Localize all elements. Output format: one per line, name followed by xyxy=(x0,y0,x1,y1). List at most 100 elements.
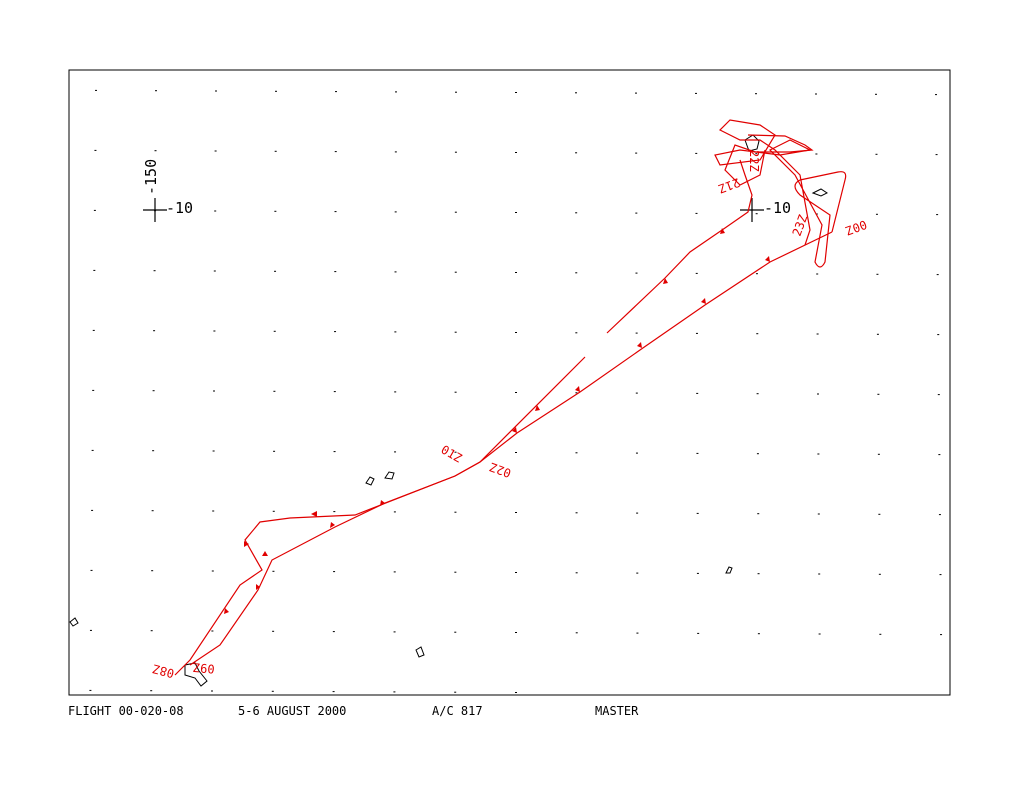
grid-dot xyxy=(635,152,638,154)
grid-dot xyxy=(936,214,939,216)
grid-dot xyxy=(394,271,397,273)
grid-dot xyxy=(757,513,760,515)
grid-dot xyxy=(455,91,457,93)
grid-dot xyxy=(91,449,94,451)
grid-dot xyxy=(333,391,336,393)
grid-dot xyxy=(334,331,337,333)
grid-dot xyxy=(756,333,759,335)
grid-dot xyxy=(756,453,759,455)
grid-dot xyxy=(635,92,637,94)
grid-dot xyxy=(454,391,457,393)
grid-dot xyxy=(937,334,940,336)
coastlines xyxy=(69,134,828,687)
time-label: 00Z xyxy=(844,217,869,238)
grid-dot xyxy=(875,153,878,155)
grid-dot xyxy=(214,150,217,152)
time-label: 02Z xyxy=(488,460,513,481)
grid-dot xyxy=(394,331,397,333)
direction-arrows xyxy=(224,228,770,614)
grid-dot xyxy=(816,333,819,335)
grid-dot xyxy=(575,572,578,574)
marker-label: -150 xyxy=(142,159,160,195)
grid-dot xyxy=(935,154,938,156)
grid-dot xyxy=(636,512,639,514)
grid-dot xyxy=(696,392,699,394)
grid-dot xyxy=(152,450,155,452)
grid-dot xyxy=(212,450,215,452)
grid-dot xyxy=(635,452,638,454)
grid-dot xyxy=(92,389,95,391)
grid-dot xyxy=(636,572,639,574)
grid-dot xyxy=(938,514,941,516)
footer-flight: FLIGHT 00-020-08 xyxy=(68,704,184,718)
grid-dot xyxy=(695,212,698,214)
grid-dot xyxy=(89,689,92,691)
grid-dot xyxy=(271,690,274,692)
grid-dot xyxy=(636,632,639,634)
grid-dot xyxy=(515,272,517,273)
grid-dot xyxy=(454,631,457,633)
grid-dot xyxy=(877,453,880,455)
grid-dot xyxy=(213,270,216,272)
time-label: 23Z xyxy=(790,213,811,238)
grid-dot xyxy=(695,332,698,334)
grid-dot xyxy=(152,390,155,392)
grid-dot xyxy=(273,330,276,332)
grid-dot xyxy=(575,632,578,634)
grid-dot xyxy=(91,509,94,511)
footer-date: 5-6 AUGUST 2000 xyxy=(238,704,346,718)
grid-dot xyxy=(333,451,336,453)
grid-dot xyxy=(274,270,277,272)
grid-dot xyxy=(332,631,335,633)
grid-dot xyxy=(393,571,396,573)
grid-dot xyxy=(272,510,275,512)
grid-dot xyxy=(635,272,638,274)
grid-dot xyxy=(755,273,758,275)
grid-dot xyxy=(936,274,939,276)
grid-dot xyxy=(215,90,217,92)
grid-dot xyxy=(635,212,638,214)
grid-dot xyxy=(151,570,154,572)
grid-dot xyxy=(454,271,457,273)
time-label: 09Z xyxy=(192,660,215,676)
grid-dot xyxy=(454,571,457,573)
grid-dot xyxy=(697,632,700,634)
grid-dot xyxy=(575,272,578,274)
grid-dot xyxy=(695,152,698,154)
grid-dot xyxy=(213,390,215,392)
grid-dot xyxy=(816,273,819,275)
time-labels: 00Z 23Z 22Z 21Z 01Z 02Z 08Z 09Z xyxy=(151,150,869,681)
grid-dot xyxy=(212,510,215,512)
footer-aircraft: A/C 817 xyxy=(432,704,483,718)
grid-dot xyxy=(876,273,879,275)
grid-dot xyxy=(635,332,638,334)
grid-dot xyxy=(211,690,213,692)
grid-dot xyxy=(275,90,277,92)
grid-dot xyxy=(575,452,578,454)
grid-dot xyxy=(94,149,97,151)
time-label: 08Z xyxy=(151,661,176,680)
grid-dot xyxy=(575,92,577,94)
grid-dot xyxy=(394,151,397,153)
grid-dot xyxy=(153,270,156,272)
grid-dot xyxy=(756,393,759,395)
grid-dot xyxy=(940,634,943,636)
grid-dot xyxy=(935,94,937,96)
grid-dot xyxy=(875,213,878,215)
grid-dot xyxy=(515,572,517,573)
grid-dot xyxy=(93,269,96,271)
grid-dot xyxy=(394,451,397,453)
grid-dot xyxy=(334,271,337,273)
grid-dot xyxy=(696,572,699,574)
grid-dot xyxy=(272,630,275,632)
grid-dot xyxy=(454,211,457,213)
time-label: 21Z xyxy=(717,175,742,196)
grid-dot xyxy=(515,212,517,213)
grid-dot xyxy=(938,454,941,456)
time-label: 22Z xyxy=(747,150,761,172)
grid-dot xyxy=(755,93,757,95)
grid-dot xyxy=(394,211,397,213)
grid-dot xyxy=(333,511,336,513)
grid-dot xyxy=(515,512,517,513)
